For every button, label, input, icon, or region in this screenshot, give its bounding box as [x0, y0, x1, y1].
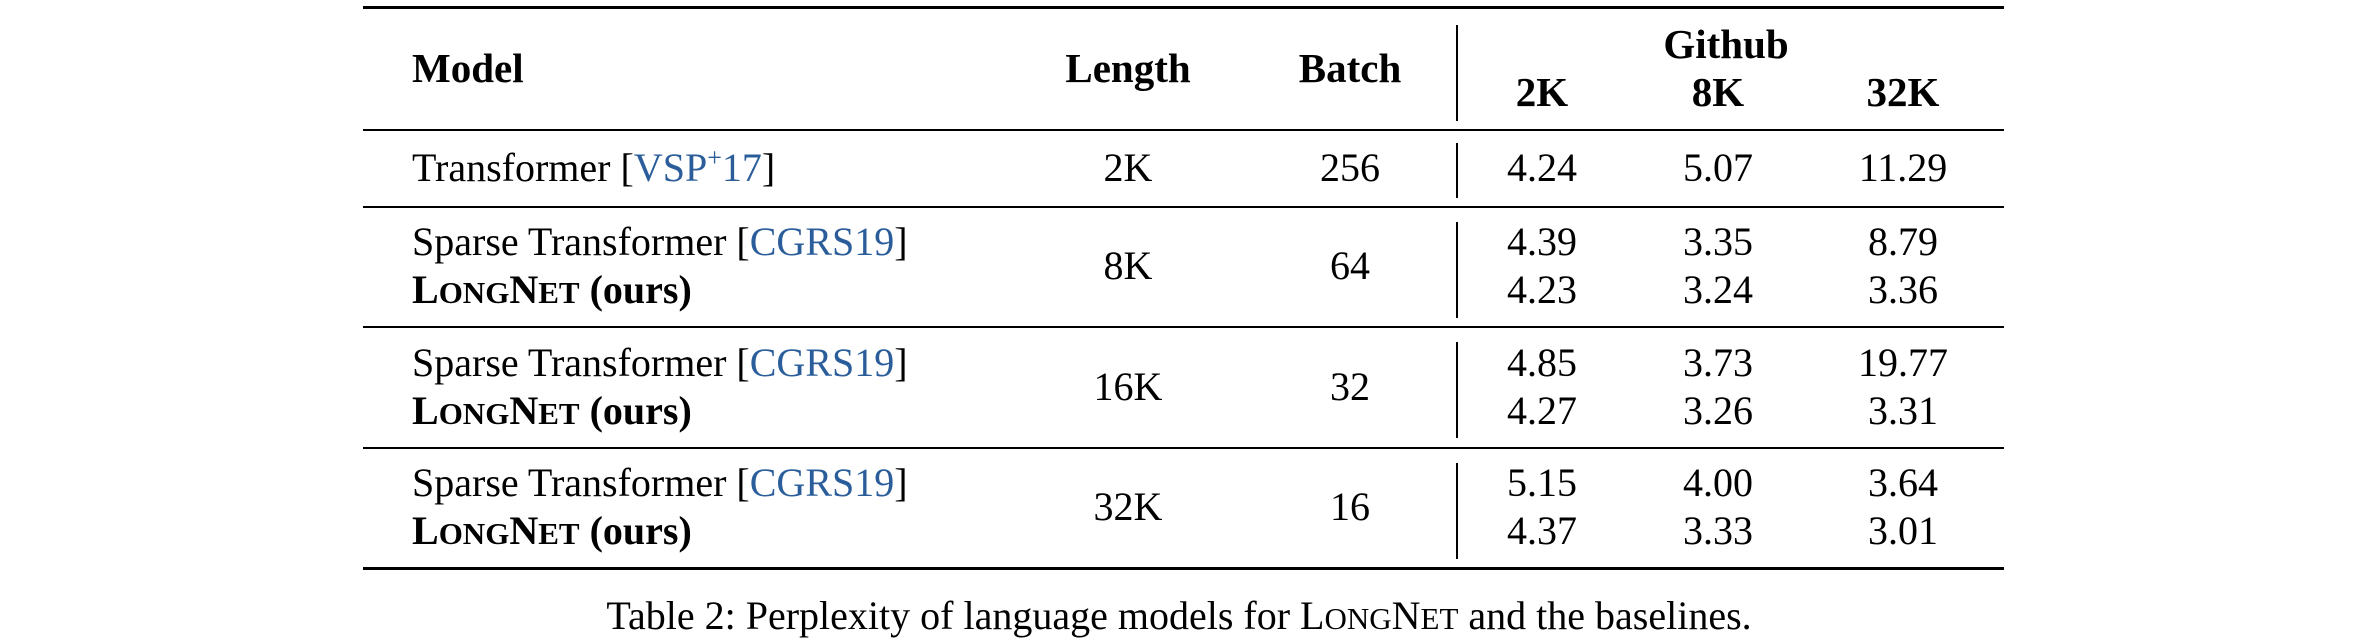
header-batch: Batch [1298, 45, 1402, 91]
citation-link[interactable]: VSP+17 [633, 143, 762, 191]
column-divider [1456, 143, 1458, 198]
header-sub-2k: 2K [1515, 69, 1569, 115]
header-sub-8k: 8K [1691, 69, 1745, 115]
model-sparse-transformer: Sparse Transformer [CGRS19] [412, 340, 908, 385]
model-name: Sparse Transformer [412, 219, 727, 264]
value-cell: 4.37 [1507, 508, 1577, 553]
value-cell: 3.35 [1683, 219, 1753, 264]
value-cell: 8.79 [1868, 219, 1938, 264]
value-cell: 3.31 [1868, 388, 1938, 433]
length-cell: 16K [1093, 364, 1163, 409]
value-cell: 4.24 [1507, 145, 1577, 190]
model-longnet: LONGNET (ours) [412, 388, 692, 433]
value-cell: 4.27 [1507, 388, 1577, 433]
model-transformer: Transformer [VSP+17] [412, 143, 776, 191]
model-longnet: LONGNET (ours) [412, 508, 692, 553]
row-separator [363, 447, 2004, 449]
value-cell: 3.24 [1683, 267, 1753, 312]
header-model: Model [412, 45, 524, 91]
header-sub-32k: 32K [1866, 69, 1940, 115]
table-caption: Table 2: Perplexity of language models f… [606, 593, 1752, 638]
value-cell: 5.15 [1507, 460, 1577, 505]
column-divider [1456, 25, 1458, 121]
value-cell: 3.01 [1868, 508, 1938, 553]
value-cell: 19.77 [1858, 340, 1948, 385]
citation-link[interactable]: CGRS19 [749, 219, 895, 264]
column-divider [1456, 222, 1458, 318]
header-group-github: Github [1663, 21, 1789, 67]
row-separator [363, 326, 2004, 328]
table-bottom-rule [363, 567, 2004, 570]
column-divider [1456, 342, 1458, 438]
value-cell: 3.33 [1683, 508, 1753, 553]
value-cell: 3.26 [1683, 388, 1753, 433]
header-length: Length [1065, 45, 1191, 91]
model-name: Sparse Transformer [412, 460, 727, 505]
column-divider [1456, 463, 1458, 559]
value-cell: 5.07 [1683, 145, 1753, 190]
batch-cell: 32 [1330, 364, 1370, 409]
header-bottom-rule [363, 129, 2004, 131]
value-cell: 4.23 [1507, 267, 1577, 312]
value-cell: 3.64 [1868, 460, 1938, 505]
length-cell: 2K [1103, 145, 1153, 190]
length-cell: 32K [1093, 484, 1163, 529]
batch-cell: 64 [1330, 243, 1370, 288]
model-sparse-transformer: Sparse Transformer [CGRS19] [412, 460, 908, 505]
model-name: Sparse Transformer [412, 340, 727, 385]
row-separator [363, 206, 2004, 208]
value-cell: 4.39 [1507, 219, 1577, 264]
value-cell: 4.00 [1683, 460, 1753, 505]
model-name: Transformer [412, 145, 611, 190]
model-sparse-transformer: Sparse Transformer [CGRS19] [412, 219, 908, 264]
value-cell: 4.85 [1507, 340, 1577, 385]
value-cell: 11.29 [1858, 145, 1948, 190]
value-cell: 3.36 [1868, 267, 1938, 312]
batch-cell: 256 [1320, 145, 1380, 190]
value-cell: 3.73 [1683, 340, 1753, 385]
table-top-rule [363, 6, 2004, 9]
length-cell: 8K [1103, 243, 1153, 288]
citation-link[interactable]: CGRS19 [749, 340, 895, 385]
model-longnet: LONGNET (ours) [412, 267, 692, 312]
citation-link[interactable]: CGRS19 [749, 460, 895, 505]
batch-cell: 16 [1330, 484, 1370, 529]
